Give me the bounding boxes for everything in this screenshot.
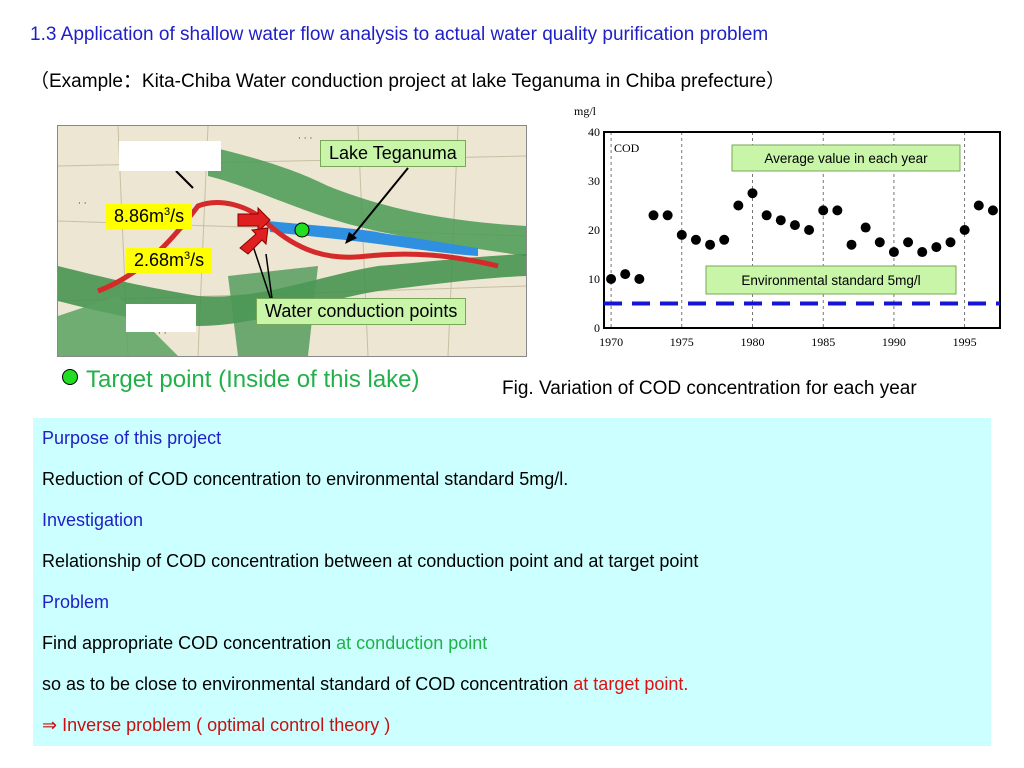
data-point (959, 225, 970, 235)
y-axis-label: mg/l (574, 104, 597, 118)
purpose-heading: Purpose of this project (42, 428, 222, 448)
problem-heading: Problem (42, 592, 110, 612)
data-point (733, 200, 744, 211)
data-point (888, 247, 899, 258)
data-point (747, 188, 758, 199)
figure-caption: Fig. Variation of COD concentration for … (502, 378, 917, 399)
data-point (832, 205, 843, 216)
y-tick-label: 20 (588, 223, 600, 237)
data-point (606, 274, 617, 284)
slide-subtitle: （Example：Kita-Chiba Water conduction pro… (30, 71, 786, 92)
problem-text-a: Find appropriate COD concentration at co… (42, 633, 488, 653)
conduction-point-highlight: at conduction point (336, 633, 488, 653)
blank-label-box (119, 141, 221, 171)
data-point (987, 205, 998, 216)
svg-text:· ·: · · (158, 329, 167, 339)
data-point (874, 237, 885, 248)
data-point (676, 229, 687, 240)
data-point (775, 215, 786, 226)
data-point (917, 247, 928, 258)
data-point (761, 210, 772, 221)
data-point (945, 237, 956, 248)
data-point (662, 210, 673, 221)
data-point (719, 234, 730, 245)
y-tick-label: 40 (588, 125, 600, 139)
svg-text:· ·: · · (78, 199, 87, 209)
data-points (606, 188, 998, 284)
svg-text:· · ·: · · · (298, 134, 312, 144)
data-point (931, 242, 942, 253)
flow-rate-low-label: 2.68m3/s (126, 248, 213, 273)
lake-label: Lake Teganuma (320, 140, 466, 167)
y-tick-label: 0 (594, 321, 600, 335)
flow-rate-high-label: 8.86m3/s (106, 204, 193, 229)
x-tick-label: 1975 (670, 335, 694, 349)
y-tick-label: 10 (588, 272, 600, 286)
target-point-legend: Target point (Inside of this lake) (62, 366, 420, 394)
conduction-points-label: Water conduction points (256, 298, 467, 325)
chart-frame (603, 131, 1001, 329)
investigation-heading: Investigation (42, 510, 144, 530)
info-panel: Purpose of this project Reduction of COD… (33, 418, 991, 746)
x-tick-label: 1980 (741, 335, 765, 349)
data-point (620, 269, 631, 280)
purpose-text: Reduction of COD concentration to enviro… (42, 469, 569, 489)
data-point (818, 205, 829, 216)
x-tick-label: 1990 (882, 335, 906, 349)
data-point (903, 237, 914, 248)
red-arrow-icon (237, 206, 271, 255)
x-tick-label: 1985 (811, 335, 835, 349)
data-point (846, 239, 857, 250)
blank-label-box (126, 304, 196, 332)
data-point (690, 234, 701, 245)
average-annotation: Average value in each year (731, 144, 961, 172)
map-image: · · ·· · ·· · · · ·· · Lake Teganuma 8.8… (57, 125, 527, 357)
target-dot-icon (62, 369, 78, 385)
data-point (804, 225, 815, 235)
data-point (860, 222, 871, 233)
data-point (648, 210, 659, 221)
series-label: COD (614, 141, 640, 155)
cod-chart: 1970 1975 1980 1985 1990 1995 0 10 20 30 40 mg/l C… (574, 104, 1001, 349)
conclusion-text: ⇒ Inverse problem ( optimal control theo… (42, 715, 391, 735)
investigation-text: Relationship of COD concentration betwee… (42, 551, 699, 571)
data-point (705, 239, 716, 250)
x-tick-label: 1970 (599, 335, 623, 349)
data-point (973, 200, 984, 211)
data-point (634, 274, 645, 284)
target-point-highlight: at target point. (573, 674, 689, 694)
problem-text-b: so as to be close to environmental stand… (42, 674, 689, 694)
standard-annotation: Environmental standard 5mg/l (705, 265, 957, 295)
target-point-icon (294, 222, 310, 238)
slide-title: 1.3 Application of shallow water flow an… (30, 24, 769, 45)
x-tick-label: 1995 (953, 335, 977, 349)
chart-ticks: 1970 1975 1980 1985 1990 1995 0 10 20 30 40 (588, 125, 977, 349)
data-point (789, 220, 800, 231)
standard-annotation-text: Environmental standard 5mg/l (741, 273, 920, 288)
y-tick-label: 30 (588, 174, 600, 188)
average-annotation-text: Average value in each year (764, 151, 928, 166)
